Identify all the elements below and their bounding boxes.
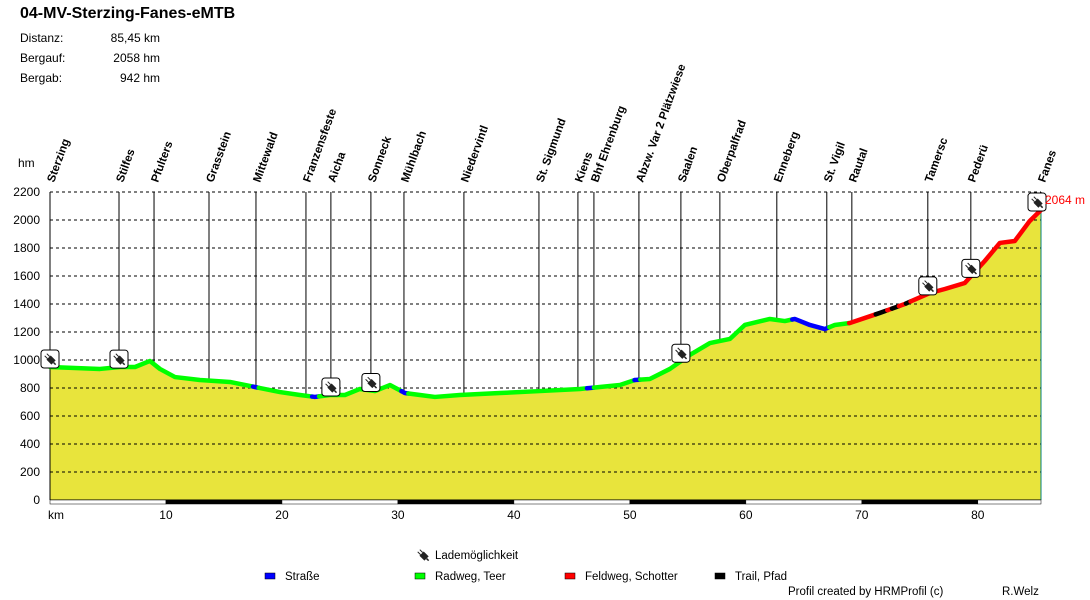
legend-charging-icon <box>414 546 432 564</box>
surface-segment-radweg <box>256 385 315 399</box>
station-label: St. Vigil <box>822 140 848 184</box>
y-tick-label: 600 <box>20 409 40 423</box>
surface-segment-radweg <box>47 358 256 389</box>
km-scale-segment <box>629 499 747 505</box>
legend-swatch-feldweg <box>564 572 576 580</box>
y-tick-label: 1800 <box>13 241 40 255</box>
station-label: St. Sigmund <box>534 117 568 184</box>
km-scale-segment <box>861 499 979 505</box>
y-tick-label: 800 <box>20 381 40 395</box>
stat-descent: Bergab: 942 hm <box>20 71 160 85</box>
station-label: Fanes <box>1037 149 1060 184</box>
y-tick-label: 200 <box>20 465 40 479</box>
y-tick-label: 2200 <box>13 185 40 199</box>
legend-label-radweg: Radweg, Teer <box>435 571 506 583</box>
stat-value: 85,45 km <box>110 31 160 45</box>
author-text: R.Welz <box>1002 586 1039 598</box>
stat-label: Distanz: <box>20 31 64 45</box>
station-label: Sonneck <box>366 134 394 184</box>
legend-label-strasse: Straße <box>285 571 320 583</box>
km-scale-segment <box>977 499 1042 505</box>
charging-icon <box>109 349 129 369</box>
charging-icon <box>918 276 938 296</box>
x-tick-label: 30 <box>391 508 405 522</box>
surface-segment-radweg <box>591 377 637 390</box>
stat-value: 2058 hm <box>113 51 160 65</box>
km-scale-segment <box>165 499 283 505</box>
station-label: Bhf Ehrenburg <box>589 104 628 184</box>
y-tick-label: 1000 <box>13 353 40 367</box>
stat-label: Bergab: <box>20 71 63 85</box>
x-axis-label: km <box>48 508 64 522</box>
charging-icon <box>671 343 691 363</box>
station-label: Oberpalfrad <box>715 119 749 184</box>
stat-label: Bergauf: <box>20 51 66 65</box>
page-title: 04-MV-Sterzing-Fanes-eMTB <box>20 5 236 22</box>
x-tick-label: 70 <box>855 508 869 522</box>
station-label: Enneberg <box>772 130 801 184</box>
surface-segment-strasse <box>789 316 832 332</box>
station-label: Mittewald <box>252 131 281 184</box>
charging-icon <box>961 258 981 278</box>
stat-distance: Distanz: 85,45 km <box>20 31 160 45</box>
station-label: Pederü <box>966 143 991 184</box>
y-tick-label: 1200 <box>13 325 40 339</box>
station-label: Pfulters <box>150 140 176 184</box>
legend-swatch-radweg <box>414 572 426 580</box>
surface-segment-radweg <box>827 320 852 330</box>
surface-segment-trail <box>873 307 890 317</box>
credit-text: Profil created by HRMProfil (c) <box>788 586 944 598</box>
km-scale-segment <box>397 499 515 505</box>
x-tick-label: 20 <box>275 508 289 522</box>
station-label: Rautal <box>847 147 870 184</box>
charging-icon <box>1027 192 1047 212</box>
surface-segment-radweg <box>406 386 590 400</box>
end-elevation-label: 2064 m <box>1045 193 1085 207</box>
surface-segment-radweg <box>638 316 795 382</box>
km-scale-segment <box>49 499 167 505</box>
km-scale-segment <box>281 499 399 505</box>
stat-ascent: Bergauf: 2058 hm <box>20 51 160 65</box>
x-tick-label: 10 <box>159 508 173 522</box>
x-tick-label: 60 <box>739 508 753 522</box>
charging-icon <box>361 372 381 392</box>
station-label: Aicha <box>326 150 348 184</box>
y-tick-label: 1600 <box>13 269 40 283</box>
stat-value: 942 hm <box>119 71 160 85</box>
station-label: Grasstein <box>205 130 234 184</box>
y-axis-label: hm <box>18 156 35 170</box>
legend-label-feldweg: Feldweg, Schotter <box>585 571 678 583</box>
charging-icon <box>321 377 341 397</box>
y-tick-label: 1400 <box>13 297 40 311</box>
station-label: Mühlbach <box>399 129 429 184</box>
charging-icon <box>40 349 60 369</box>
y-tick-label: 0 <box>33 493 40 507</box>
legend-label-trail: Trail, Pfad <box>735 571 787 583</box>
station-label: Stilfes <box>115 147 138 184</box>
x-tick-label: 40 <box>507 508 521 522</box>
km-scale-segment <box>745 499 863 505</box>
legend-swatch-strasse <box>264 572 276 580</box>
legend-charging-label: Lademöglichkeit <box>435 550 519 562</box>
station-label: Niedervintl <box>459 124 491 184</box>
y-tick-label: 2000 <box>13 213 40 227</box>
x-tick-label: 50 <box>623 508 637 522</box>
y-tick-label: 400 <box>20 437 40 451</box>
station-label: Sterzing <box>46 137 73 184</box>
km-scale-segment <box>513 499 631 505</box>
legend-swatch-trail <box>714 572 726 580</box>
station-label: Tamersc <box>923 136 950 184</box>
station-label: Abzw. Var 2 Plätzwiese <box>634 63 688 184</box>
profile-area <box>50 211 1041 501</box>
surface-segment-feldweg <box>846 312 878 326</box>
x-tick-label: 80 <box>971 508 985 522</box>
station-label: Saalen <box>676 145 700 184</box>
